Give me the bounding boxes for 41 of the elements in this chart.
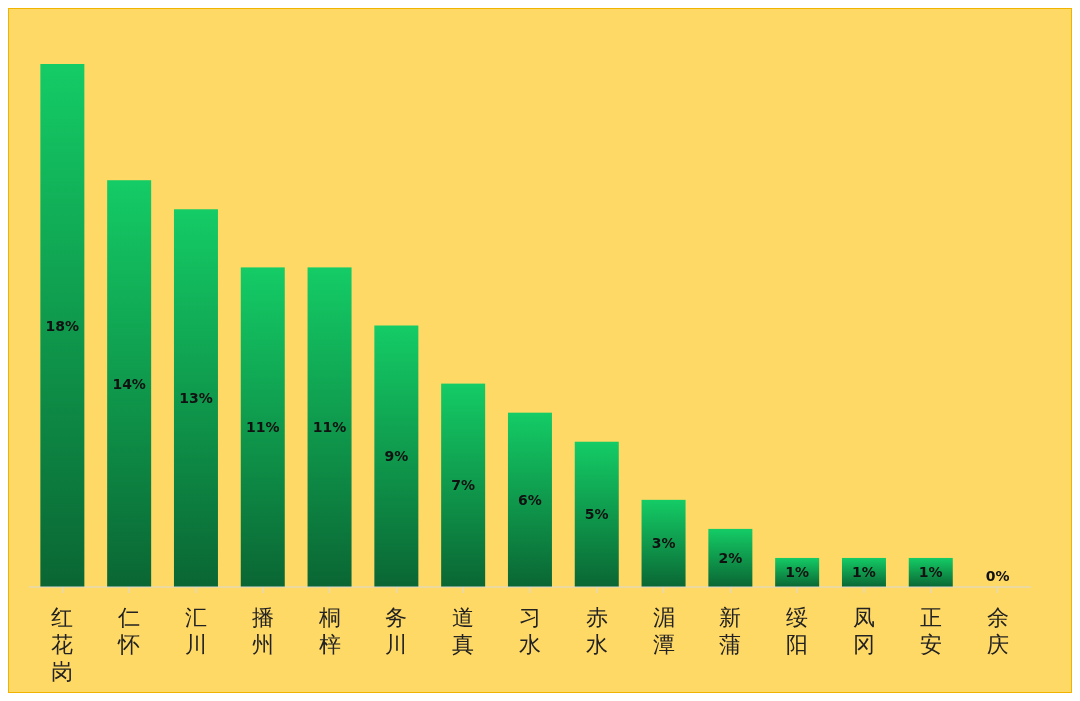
- data-label: 5%: [584, 506, 609, 523]
- x-tick-label: 凤冈: [853, 605, 875, 657]
- x-tick-label: 桐梓: [317, 605, 341, 657]
- data-label: 6%: [518, 491, 542, 508]
- x-tick-label: 道真: [452, 605, 475, 657]
- data-label: 11%: [246, 419, 280, 436]
- data-label: 0%: [985, 568, 1010, 584]
- data-label: 2%: [718, 549, 743, 566]
- bar: [641, 499, 686, 587]
- x-tick-label: 新蒲: [719, 605, 742, 657]
- data-label: 3%: [651, 535, 676, 552]
- bar: [507, 412, 552, 587]
- data-label: 1%: [785, 564, 810, 581]
- bar: [107, 180, 152, 587]
- data-label: 9%: [384, 448, 409, 465]
- data-label: 18%: [45, 317, 80, 334]
- x-tick-label: 绥阳: [786, 605, 809, 657]
- x-tick-label: 汇川: [185, 605, 207, 657]
- x-tick-label: 赤水: [585, 605, 608, 657]
- x-tick-label: 务川: [385, 605, 408, 657]
- data-label: 1%: [852, 564, 876, 581]
- bar: [708, 528, 753, 587]
- x-tick-label: 湄潭: [652, 605, 675, 657]
- data-label: 11%: [312, 419, 347, 436]
- bar: [240, 267, 285, 587]
- x-tick-label: 仁怀: [117, 605, 141, 657]
- x-tick-label: 习水: [519, 605, 541, 657]
- data-label: 7%: [451, 477, 476, 494]
- bar: [574, 441, 619, 587]
- data-label: 13%: [179, 390, 213, 407]
- bar: [441, 383, 486, 587]
- bar: [307, 267, 352, 587]
- data-label: 1%: [918, 564, 943, 581]
- x-tick-label: 正安: [919, 605, 942, 657]
- x-tick-label: 余庆: [986, 605, 1009, 657]
- data-label: 14%: [112, 375, 146, 392]
- bar: [173, 209, 218, 587]
- bar: [40, 64, 85, 587]
- bar: [374, 325, 419, 587]
- x-tick-label: 红花岗: [51, 605, 74, 684]
- x-tick-label: 播州: [251, 605, 274, 657]
